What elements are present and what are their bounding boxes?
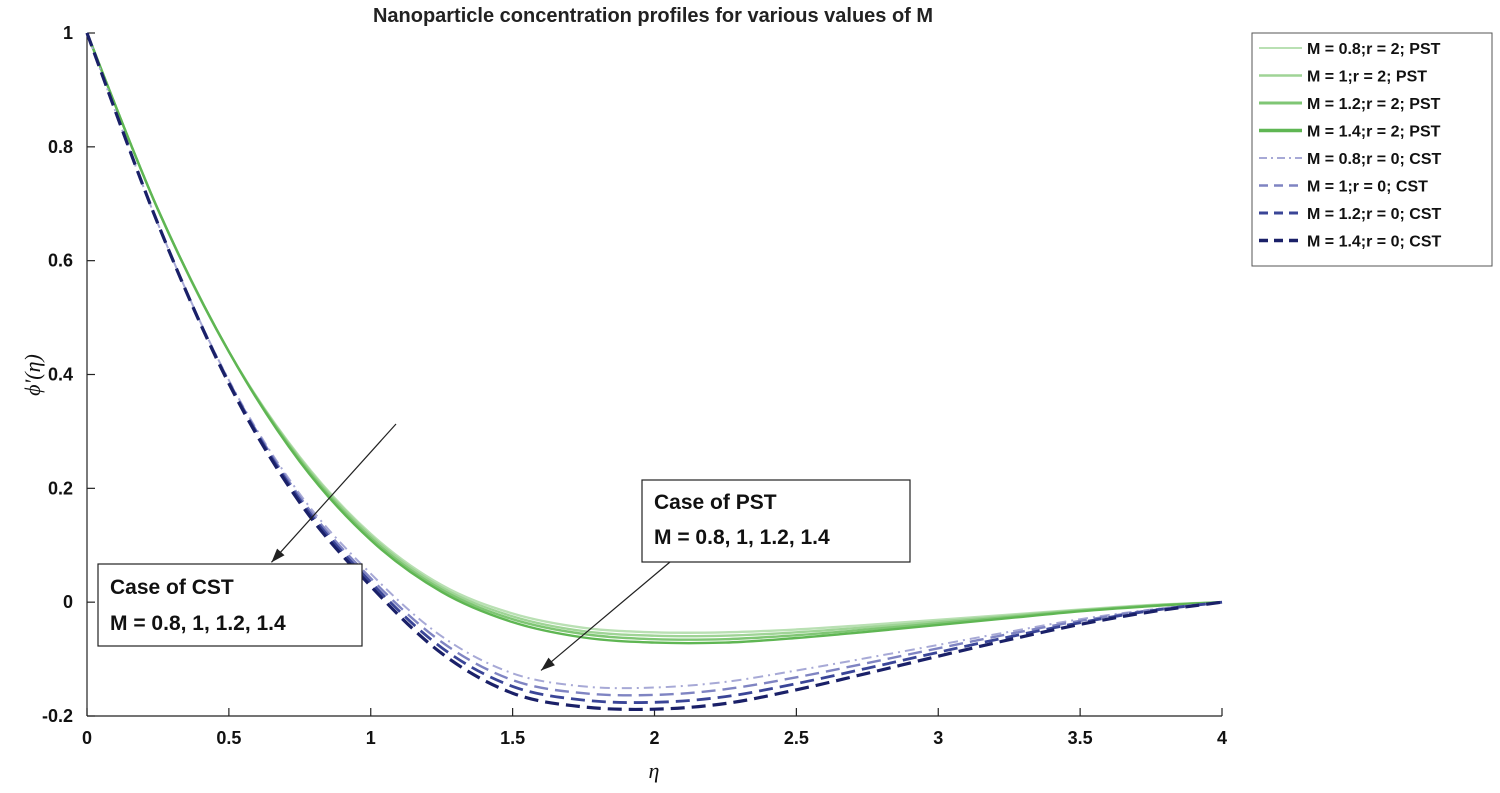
annotation-cst-line-1: Case of CST	[110, 576, 234, 599]
legend-label: M = 1.4;r = 0; CST	[1307, 234, 1441, 251]
y-tick-label: 0.8	[48, 137, 73, 157]
y-tick-label: 1	[63, 23, 73, 43]
y-tick-label: 0	[63, 592, 73, 612]
x-tick-label: 1	[366, 728, 376, 748]
x-tick-label: 4	[1217, 728, 1227, 748]
legend-label: M = 1.2;r = 2; PST	[1307, 96, 1441, 113]
series-line	[86, 32, 1223, 690]
annotation-cst-box	[97, 563, 363, 647]
annotation-pst: Case of PST M = 0.8, 1, 1.2, 1.4	[540, 479, 911, 671]
series-line	[85, 32, 1223, 704]
x-ticks: 0 0.5 1 1.5 2 2.5 3 3.5 4	[82, 708, 1227, 748]
series-line	[85, 32, 1223, 712]
x-tick-label: 2.5	[784, 728, 809, 748]
annotation-cst-line-2: M = 0.8, 1, 1.2, 1.4	[110, 612, 286, 635]
annotation-pst-arrow	[540, 561, 671, 671]
annotation-pst-arrowhead	[541, 657, 555, 671]
series-group	[85, 32, 1223, 712]
x-tick-label: 2	[649, 728, 659, 748]
legend-label: M = 1;r = 0; CST	[1307, 179, 1428, 196]
series-line	[85, 32, 1223, 645]
legend-label: M = 1.4;r = 2; PST	[1307, 124, 1441, 141]
y-ticks: -0.2 0 0.2 0.4 0.6 0.8 1	[42, 23, 95, 726]
legend-label: M = 1.2;r = 0; CST	[1307, 206, 1441, 223]
annotation-cst-arrowhead	[271, 548, 285, 563]
legend-label: M = 0.8;r = 0; CST	[1307, 151, 1441, 168]
y-tick-label: -0.2	[42, 706, 73, 726]
annotation-cst: Case of CST M = 0.8, 1, 1.2, 1.4	[97, 423, 397, 647]
y-tick-label: 0.6	[48, 251, 73, 271]
annotation-pst-line-2: M = 0.8, 1, 1.2, 1.4	[654, 526, 830, 549]
x-tick-label: 3	[933, 728, 943, 748]
legend: M = 0.8;r = 2; PST M = 1;r = 2; PST M = 1.…	[1251, 32, 1493, 267]
legend-label: M = 0.8;r = 2; PST	[1307, 41, 1441, 58]
x-tick-label: 3.5	[1068, 728, 1093, 748]
x-axis-label: η	[649, 758, 660, 783]
y-tick-label: 0.2	[48, 478, 73, 498]
x-tick-label: 0.5	[216, 728, 241, 748]
annotation-pst-box	[641, 479, 911, 563]
x-tick-label: 0	[82, 728, 92, 748]
x-tick-label: 1.5	[500, 728, 525, 748]
chart-title: Nanoparticle concentration profiles for …	[373, 5, 933, 27]
y-axis-label: ϕ'(η)	[20, 354, 45, 396]
legend-box	[1251, 32, 1493, 267]
annotation-cst-arrow	[270, 423, 397, 563]
y-tick-label: 0.4	[48, 365, 73, 385]
legend-label: M = 1;r = 2; PST	[1307, 69, 1427, 86]
annotation-pst-line-1: Case of PST	[654, 491, 777, 514]
